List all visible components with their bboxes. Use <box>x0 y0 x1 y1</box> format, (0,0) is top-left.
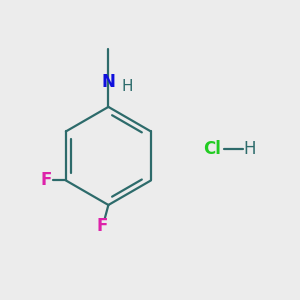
Text: H: H <box>243 140 256 158</box>
Text: Cl: Cl <box>203 140 221 158</box>
Text: N: N <box>101 73 115 91</box>
Text: F: F <box>97 217 108 235</box>
Text: H: H <box>122 80 134 94</box>
Text: F: F <box>41 172 52 190</box>
